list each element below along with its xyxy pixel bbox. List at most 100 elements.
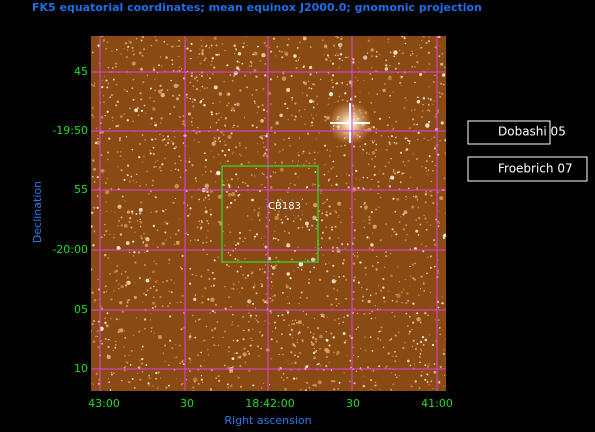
star bbox=[371, 140, 373, 142]
star bbox=[411, 345, 414, 348]
star bbox=[297, 226, 300, 229]
star bbox=[291, 99, 293, 102]
star bbox=[346, 243, 349, 246]
star bbox=[195, 76, 198, 79]
star bbox=[310, 121, 314, 124]
star bbox=[369, 72, 372, 75]
star bbox=[303, 36, 306, 38]
star bbox=[269, 311, 273, 315]
star bbox=[291, 369, 293, 371]
star bbox=[169, 339, 172, 342]
star bbox=[289, 208, 292, 211]
star bbox=[394, 334, 397, 337]
star bbox=[297, 151, 299, 153]
star bbox=[153, 296, 155, 299]
star bbox=[338, 66, 341, 68]
button-label[interactable]: Dobashi 05 bbox=[498, 125, 566, 139]
star bbox=[420, 374, 423, 377]
star bbox=[161, 163, 164, 166]
star bbox=[346, 314, 349, 317]
star bbox=[228, 296, 231, 299]
star bbox=[282, 379, 285, 381]
star bbox=[259, 219, 261, 221]
star bbox=[312, 106, 315, 109]
star bbox=[138, 276, 141, 280]
star bbox=[153, 332, 155, 334]
button-frame[interactable] bbox=[467, 156, 588, 182]
star bbox=[210, 44, 213, 47]
star bbox=[145, 364, 148, 366]
button-frame[interactable] bbox=[467, 120, 551, 145]
star bbox=[285, 285, 289, 289]
star bbox=[212, 284, 215, 287]
star bbox=[371, 178, 373, 180]
star bbox=[135, 317, 138, 319]
star bbox=[219, 140, 222, 143]
star bbox=[438, 380, 441, 383]
star bbox=[224, 117, 228, 120]
star bbox=[111, 50, 113, 52]
star bbox=[235, 352, 238, 355]
star bbox=[332, 160, 335, 163]
star bbox=[397, 62, 400, 65]
star bbox=[102, 101, 105, 104]
star bbox=[126, 301, 129, 304]
button[interactable]: Froebrich 07 bbox=[467, 156, 588, 182]
star bbox=[342, 275, 345, 278]
star bbox=[368, 222, 371, 225]
star bbox=[425, 41, 428, 45]
star bbox=[274, 55, 277, 57]
star bbox=[444, 139, 446, 142]
star bbox=[166, 222, 169, 225]
star bbox=[185, 93, 188, 96]
star bbox=[261, 104, 264, 107]
star bbox=[369, 294, 372, 297]
star bbox=[407, 159, 410, 163]
star bbox=[91, 291, 94, 294]
star bbox=[227, 192, 232, 197]
star bbox=[299, 41, 301, 44]
star bbox=[194, 178, 197, 180]
star bbox=[248, 161, 251, 164]
star bbox=[404, 238, 407, 242]
star bbox=[261, 284, 263, 286]
star bbox=[261, 183, 263, 186]
star bbox=[207, 194, 210, 197]
star bbox=[217, 220, 221, 223]
star bbox=[277, 238, 280, 241]
star bbox=[360, 205, 363, 208]
star bbox=[420, 39, 423, 42]
star bbox=[434, 319, 436, 321]
star bbox=[288, 310, 290, 312]
star bbox=[242, 42, 246, 45]
star bbox=[237, 51, 242, 56]
star bbox=[233, 110, 235, 112]
star bbox=[247, 274, 250, 277]
star bbox=[272, 237, 275, 240]
star bbox=[185, 145, 187, 147]
star bbox=[213, 277, 216, 280]
star bbox=[186, 379, 188, 381]
star bbox=[374, 292, 378, 295]
star bbox=[409, 315, 411, 318]
star bbox=[375, 128, 378, 131]
star bbox=[434, 164, 436, 166]
star bbox=[264, 63, 267, 65]
star bbox=[341, 36, 343, 38]
star bbox=[424, 338, 428, 342]
button-label[interactable]: Froebrich 07 bbox=[498, 162, 573, 176]
star bbox=[288, 187, 290, 189]
star bbox=[251, 174, 253, 176]
star bbox=[162, 135, 164, 137]
star bbox=[211, 58, 214, 60]
star bbox=[210, 285, 213, 287]
star bbox=[125, 55, 128, 59]
star bbox=[211, 72, 214, 75]
star bbox=[202, 98, 204, 101]
star bbox=[350, 366, 352, 369]
star bbox=[400, 291, 403, 294]
button[interactable]: Dobashi 05 bbox=[467, 120, 566, 145]
star bbox=[333, 210, 336, 212]
star bbox=[312, 202, 318, 208]
star bbox=[155, 371, 158, 375]
